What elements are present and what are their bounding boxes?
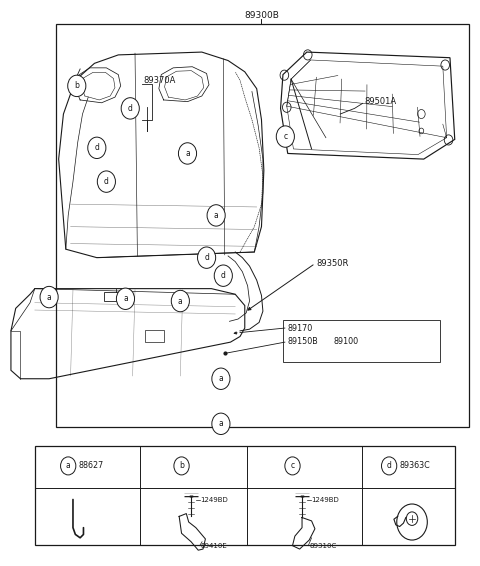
Circle shape (382, 457, 397, 475)
Text: a: a (218, 374, 223, 383)
Bar (144, 330, 164, 342)
Text: d: d (128, 104, 132, 113)
Text: c: c (283, 132, 288, 141)
Circle shape (121, 98, 139, 119)
Text: d: d (204, 253, 209, 262)
Circle shape (214, 265, 232, 286)
Text: 1249BD: 1249BD (201, 496, 228, 503)
Bar (104, 292, 128, 301)
Text: d: d (221, 271, 226, 280)
Text: 89363C: 89363C (400, 461, 431, 470)
Text: 88627: 88627 (79, 461, 104, 470)
Circle shape (198, 247, 216, 268)
Circle shape (97, 171, 116, 192)
Circle shape (171, 290, 190, 312)
Text: a: a (214, 211, 218, 220)
Text: a: a (66, 461, 71, 470)
Text: 89370A: 89370A (144, 76, 176, 85)
Bar (35, 447, 455, 545)
Text: a: a (218, 419, 223, 428)
Text: b: b (74, 82, 79, 91)
Text: a: a (185, 149, 190, 158)
Circle shape (68, 75, 86, 97)
Circle shape (276, 126, 294, 147)
Circle shape (116, 288, 134, 310)
Bar (56, 24, 469, 427)
Circle shape (207, 205, 225, 226)
Circle shape (60, 457, 76, 475)
Text: a: a (178, 297, 183, 306)
Text: c: c (290, 461, 295, 470)
Text: a: a (123, 294, 128, 303)
Text: 89410E: 89410E (201, 543, 228, 548)
Text: 89300B: 89300B (244, 11, 279, 20)
Text: 89100: 89100 (333, 337, 358, 346)
Text: b: b (179, 461, 184, 470)
Text: a: a (47, 293, 51, 302)
Text: d: d (95, 143, 99, 152)
Circle shape (174, 457, 189, 475)
Text: d: d (387, 461, 392, 470)
Text: 89501A: 89501A (364, 97, 396, 106)
Text: 89350R: 89350R (316, 259, 349, 268)
Circle shape (212, 368, 230, 389)
Bar (283, 320, 441, 362)
Circle shape (285, 457, 300, 475)
Text: 1249BD: 1249BD (312, 496, 339, 503)
Text: d: d (104, 177, 109, 186)
Circle shape (179, 143, 197, 164)
Text: 89170: 89170 (288, 324, 313, 333)
Text: 89310C: 89310C (309, 543, 336, 548)
Circle shape (40, 286, 58, 308)
Circle shape (212, 413, 230, 435)
Circle shape (88, 137, 106, 158)
Text: 89150B: 89150B (288, 337, 318, 346)
